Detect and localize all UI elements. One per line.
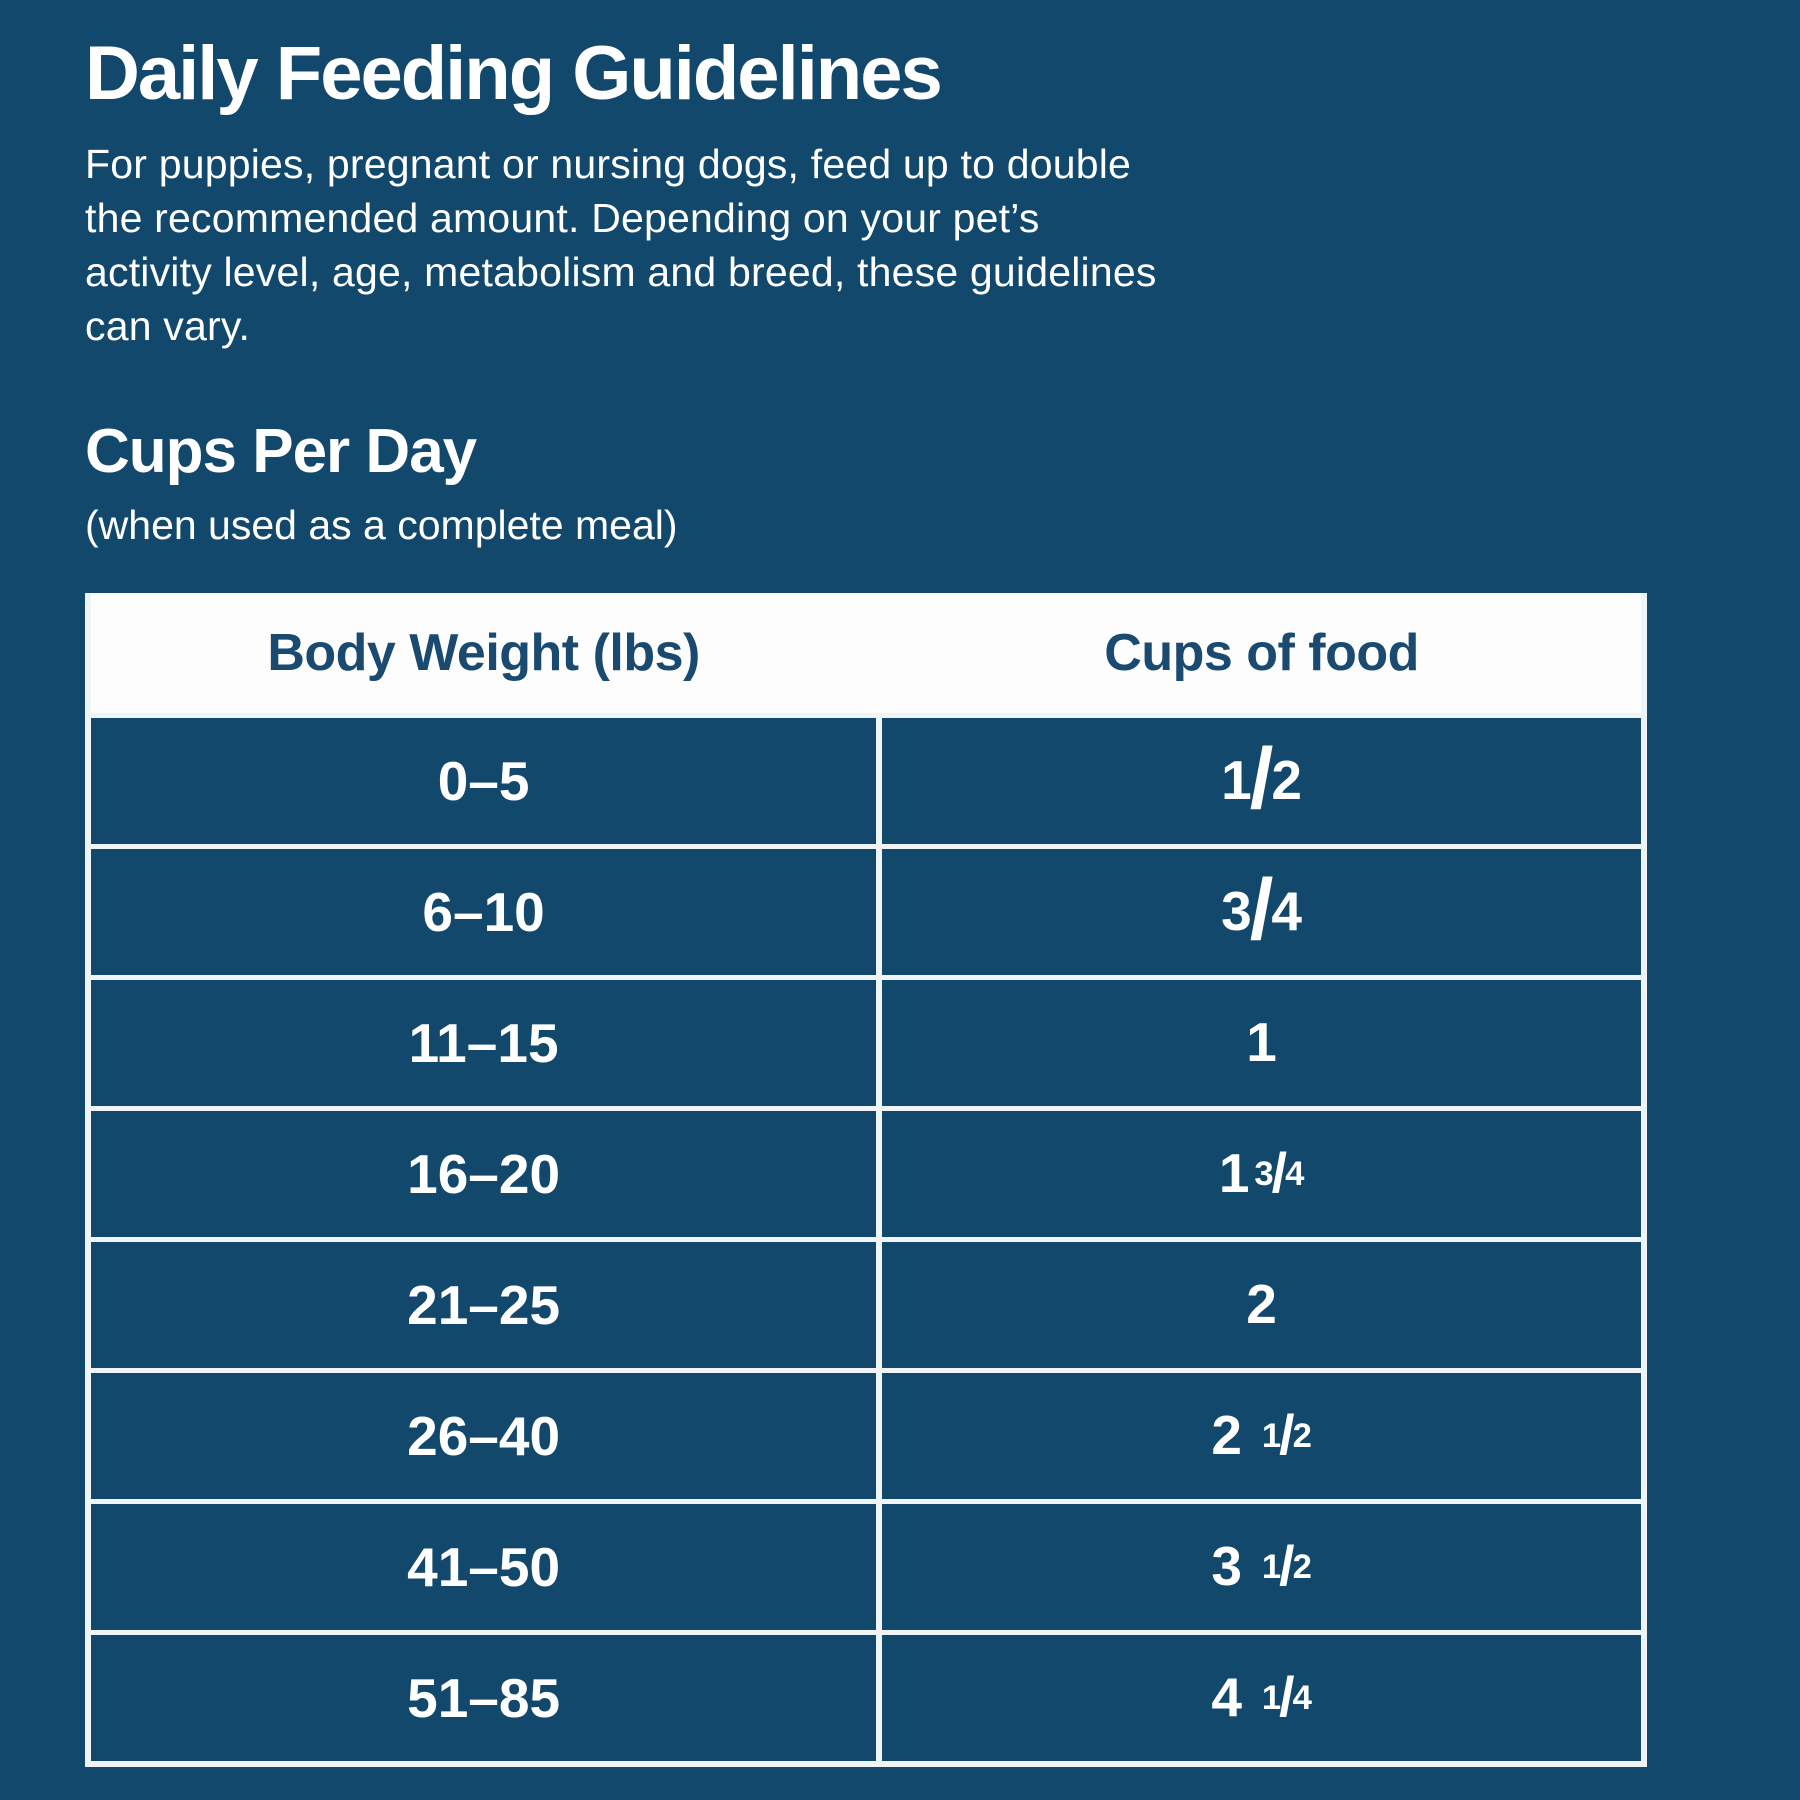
- fraction-slash-icon: /: [1249, 862, 1274, 958]
- cups-value: 2 1 / 2: [1211, 1403, 1312, 1467]
- cups-whole-number: 3: [1211, 1535, 1242, 1598]
- table-row-weight-cell: 16–20: [91, 1110, 877, 1237]
- table-row-weight-cell: 6–10: [91, 848, 877, 975]
- table-row-weight-cell: 26–40: [91, 1372, 877, 1499]
- cups-value: 3 1 / 2: [1211, 1534, 1312, 1598]
- cups-value: 1: [1246, 1015, 1277, 1070]
- cups-value: 1 / 2: [1221, 731, 1303, 827]
- fraction-numerator: 3: [1221, 880, 1252, 943]
- cups-whole-number: 1: [1246, 1011, 1277, 1074]
- table-row-weight-cell: 21–25: [91, 1241, 877, 1368]
- cups-whole-number: 2: [1211, 1404, 1242, 1467]
- fraction-denominator: 4: [1292, 1678, 1312, 1717]
- cups-value: 2: [1246, 1277, 1277, 1332]
- table-body: 0–5 1 / 2 6–10 3 / 4 11–15 1: [91, 717, 1641, 1761]
- fraction-numerator: 1: [1261, 1678, 1282, 1717]
- fraction-slash-icon: /: [1279, 1534, 1295, 1597]
- table-row-cups-cell: 1: [882, 979, 1641, 1106]
- fraction-denominator: 2: [1292, 1416, 1312, 1455]
- weight-value: 26–40: [407, 1404, 561, 1467]
- fraction-slash-icon: /: [1249, 731, 1274, 827]
- weight-value: 6–10: [422, 880, 545, 943]
- weight-value: 41–50: [407, 1535, 561, 1598]
- cups-fraction: 1 / 4: [1261, 1665, 1312, 1728]
- weight-value: 51–85: [407, 1666, 561, 1729]
- cups-fraction: 1 / 2: [1261, 1403, 1312, 1466]
- table-row-cups-cell: 2 1 / 2: [882, 1372, 1641, 1499]
- table-row-cups-cell: 3 1 / 2: [882, 1503, 1641, 1630]
- fraction-slash-icon: /: [1279, 1665, 1295, 1728]
- weight-value: 16–20: [407, 1142, 561, 1205]
- intro-paragraph: For puppies, pregnant or nursing dogs, f…: [85, 137, 1715, 353]
- table-row-cups-cell: 1 3 / 4: [882, 1110, 1641, 1237]
- column-header-cups-of-food: Cups of food: [1104, 623, 1419, 682]
- weight-value: 11–15: [408, 1011, 559, 1074]
- page-title: Daily Feeding Guidelines: [85, 31, 943, 116]
- section-subtitle: (when used as a complete meal): [85, 501, 678, 548]
- column-header-body-weight: Body Weight (lbs): [267, 623, 700, 682]
- fraction-denominator: 2: [1292, 1547, 1312, 1586]
- intro-line: For puppies, pregnant or nursing dogs, f…: [85, 141, 1132, 188]
- fraction-denominator: 4: [1271, 880, 1303, 943]
- weight-value: 21–25: [407, 1273, 561, 1336]
- cups-whole-number: 2: [1246, 1273, 1277, 1336]
- cups-value: 1 3 / 4: [1218, 1141, 1305, 1205]
- fraction-slash-icon: /: [1279, 1403, 1295, 1466]
- table-row-cups-cell: 3 / 4: [882, 848, 1641, 975]
- intro-line: can vary.: [85, 303, 251, 350]
- fraction-numerator: 1: [1221, 749, 1252, 812]
- cups-fraction: 3 / 4: [1254, 1141, 1305, 1204]
- table-row-weight-cell: 51–85: [91, 1634, 877, 1761]
- fraction-denominator: 4: [1285, 1154, 1305, 1193]
- cups-fraction: 3 / 4: [1221, 862, 1303, 958]
- cups-whole-number: 4: [1211, 1666, 1242, 1729]
- intro-line: activity level, age, metabolism and bree…: [85, 249, 1157, 296]
- table-header-row: Body Weight (lbs) Cups of food: [91, 592, 1641, 713]
- fraction-numerator: 1: [1261, 1547, 1282, 1586]
- cups-value: 3 / 4: [1221, 862, 1303, 958]
- fraction-slash-icon: /: [1271, 1141, 1288, 1204]
- table-row-cups-cell: 1 / 2: [882, 717, 1641, 844]
- weight-value: 0–5: [437, 749, 530, 812]
- section-title: Cups Per Day: [85, 417, 477, 487]
- table-row-weight-cell: 41–50: [91, 1503, 877, 1630]
- feeding-table: Body Weight (lbs) Cups of food 0–5 1 / 2…: [85, 592, 1647, 1767]
- fraction-denominator: 2: [1271, 749, 1303, 812]
- cups-whole-number: 1: [1218, 1142, 1250, 1205]
- cups-value: 4 1 / 4: [1211, 1665, 1312, 1729]
- cups-fraction: 1 / 2: [1261, 1534, 1312, 1597]
- fraction-numerator: 3: [1254, 1154, 1274, 1193]
- table-row-cups-cell: 4 1 / 4: [882, 1634, 1641, 1761]
- fraction-numerator: 1: [1261, 1416, 1282, 1455]
- table-row-weight-cell: 11–15: [91, 979, 877, 1106]
- cups-fraction: 1 / 2: [1221, 731, 1303, 827]
- intro-line: the recommended amount. Depending on you…: [85, 195, 1040, 242]
- table-row-cups-cell: 2: [882, 1241, 1641, 1368]
- table-row-weight-cell: 0–5: [91, 717, 877, 844]
